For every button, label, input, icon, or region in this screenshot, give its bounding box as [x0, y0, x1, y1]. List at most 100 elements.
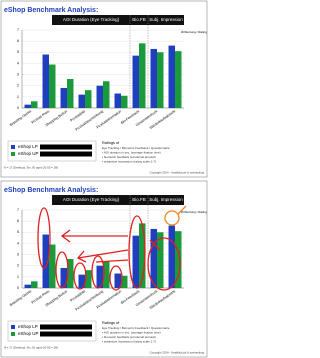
y-tick-label: 1	[17, 95, 19, 99]
note: • AOI duration in sec. (average fixation…	[102, 150, 161, 154]
bar	[96, 265, 103, 288]
y-tick-label: 3	[17, 72, 19, 76]
arrow	[76, 249, 129, 263]
bar	[67, 79, 74, 108]
bar	[132, 55, 139, 108]
panel-frame	[0, 180, 208, 358]
footnote: N = 17 (Desktop), 9m, 8f, aged 20-55 = 1…	[4, 166, 59, 170]
section-label: Bio.FB	[132, 197, 146, 202]
bar	[60, 267, 67, 288]
y-tick-label: 5	[17, 230, 19, 234]
y-tick-label: 0	[17, 106, 19, 110]
redaction	[40, 331, 92, 337]
legend-swatch	[11, 332, 15, 336]
chart-title: eShop Benchmark Analysis:	[4, 7, 98, 14]
annotations	[37, 205, 187, 291]
note: Eye Tracking / Biometric Feedback / Ques…	[102, 146, 170, 150]
section-label: Bio.FB	[132, 17, 146, 22]
bar	[121, 275, 128, 288]
bar	[175, 231, 182, 288]
redaction	[40, 324, 92, 330]
legend-swatch	[11, 152, 15, 156]
highlight-ellipse	[73, 262, 87, 290]
bar	[24, 284, 31, 288]
bar	[139, 223, 146, 288]
bar	[139, 43, 146, 108]
legend-label: eShop UP	[18, 151, 39, 156]
y-tick-label: 3	[17, 252, 19, 256]
bar	[49, 64, 56, 108]
redaction	[40, 144, 92, 150]
bar	[42, 54, 49, 108]
copyright: Copyright 2014 - UsabilityLab & eyetrack…	[150, 351, 205, 355]
bar	[114, 273, 121, 288]
bar	[85, 270, 92, 288]
bar	[78, 94, 85, 108]
bar	[103, 81, 110, 108]
panel-frame	[0, 0, 208, 178]
bar	[31, 281, 38, 288]
copyright: Copyright 2014 - UsabilityLab & eyetrack…	[150, 171, 205, 175]
bar	[24, 104, 31, 108]
bar	[121, 95, 128, 108]
y-tick-label: 2	[17, 84, 19, 88]
bar	[150, 48, 157, 108]
note: • biometric feedback (emotional arousal)	[102, 155, 156, 159]
section-header	[52, 195, 184, 205]
y-tick-label: 6	[17, 219, 19, 223]
y-tick-label: 7	[17, 208, 19, 212]
arrow	[60, 229, 128, 243]
note: • subjective impression (rating scale 1-…	[102, 340, 156, 344]
section-label: Subj. Impression	[149, 197, 183, 202]
section-label: AOI Duration (Eye Tracking)	[63, 197, 120, 202]
legend-swatch	[11, 325, 15, 329]
legend-label: eShop UP	[18, 331, 39, 336]
chart-title: eShop Benchmark Analysis:	[4, 187, 98, 194]
bar	[103, 261, 110, 288]
bar	[67, 259, 74, 288]
arrow	[149, 239, 161, 251]
y-tick-label: 5	[17, 50, 19, 54]
notes-title: Ratings of	[102, 321, 120, 325]
legend-swatch	[11, 145, 15, 149]
highlight-ellipse	[128, 215, 146, 289]
legend-label: eShop LP	[18, 324, 38, 329]
highlight-ellipse	[147, 237, 181, 291]
note: Eye Tracking / Biometric Feedback / Ques…	[102, 326, 170, 330]
section-header	[52, 15, 184, 25]
y-tick-label: 2	[17, 264, 19, 268]
note: • AOI duration in sec. (average fixation…	[102, 330, 161, 334]
footnote: N = 17 (Desktop), 9m, 8f, aged 20-55 = 1…	[4, 346, 59, 350]
bar	[42, 234, 49, 288]
redaction	[40, 151, 92, 157]
section-label: AOI Duration (Eye Tracking)	[63, 17, 120, 22]
bar	[96, 85, 103, 108]
highlight-ellipse	[109, 265, 123, 291]
note: • biometric feedback (emotional arousal)	[102, 335, 156, 339]
y-tick-label: 1	[17, 275, 19, 279]
y-axis-label: Ø-Wertung / Rating	[181, 30, 207, 34]
bar	[168, 45, 175, 108]
highlight-ellipse	[55, 251, 69, 289]
bar	[157, 52, 164, 108]
y-axis-label: Ø-Wertung / Rating	[181, 210, 207, 214]
bar	[60, 87, 67, 108]
y-tick-label: 4	[17, 241, 19, 245]
y-tick-label: 0	[17, 286, 19, 290]
arrow	[95, 259, 129, 263]
slide-screenshot: eShop Benchmark Analysis: AOI Duration (E…	[0, 0, 208, 358]
highlight-ellipse	[91, 255, 105, 289]
bar	[85, 90, 92, 108]
bar	[78, 274, 85, 288]
highlight-circle	[164, 210, 180, 226]
highlight-ellipse	[37, 207, 51, 269]
bar	[114, 93, 121, 108]
y-tick-label: 4	[17, 61, 19, 65]
bar	[132, 235, 139, 288]
arrow	[177, 205, 187, 215]
y-tick-label: 6	[17, 39, 19, 43]
legend-label: eShop LP	[18, 144, 38, 149]
bar	[157, 232, 164, 288]
bar	[168, 225, 175, 288]
y-tick-label: 7	[17, 28, 19, 32]
